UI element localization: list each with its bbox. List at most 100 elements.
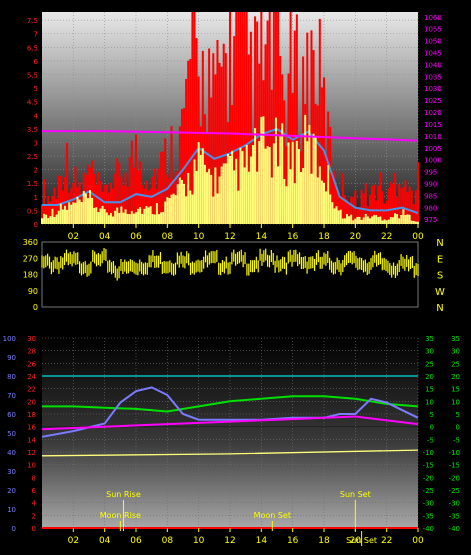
- humidity-tick-label: 20: [7, 487, 16, 495]
- direction-tick-label: 360: [23, 238, 38, 247]
- windspeed-tick-label: 0: [34, 221, 38, 229]
- rainfall-tick-label: 8: [32, 474, 36, 482]
- temperature-tick-label: 5: [430, 411, 434, 419]
- humidity-tick-label: 90: [7, 354, 16, 362]
- humidity-line: [41, 386, 419, 438]
- rainfall-tick-label: 24: [27, 373, 36, 381]
- rainfall-tick-label: 28: [27, 348, 36, 356]
- humidity-tick-label: 30: [7, 468, 16, 476]
- windspeed-tick-label: 7: [34, 31, 38, 39]
- wind-x-tick-label: 22: [381, 232, 392, 242]
- barometer-line: [42, 130, 419, 142]
- climate-plot-area: [42, 338, 418, 528]
- direction-tick-label: 90: [28, 287, 38, 296]
- barometer-tick-label: 1055: [424, 26, 442, 34]
- temperature-tick-label: 15: [425, 386, 434, 394]
- indoor-hum-line: [41, 449, 419, 457]
- barometer-tick-label: 1030: [424, 85, 442, 93]
- temperature-tick-label: -35: [423, 512, 434, 520]
- dew-point-tick-label: -10: [449, 449, 460, 457]
- rainfall-tick-label: 6: [32, 487, 37, 495]
- barometer-tick-label: 1000: [424, 157, 442, 165]
- windspeed-tick-label: 7.5: [27, 17, 38, 25]
- compass-label: N: [436, 238, 443, 249]
- humidity-tick-label: 50: [7, 430, 16, 438]
- rainfall-tick-label: 14: [27, 436, 36, 444]
- humidity-tick-label: 80: [7, 373, 16, 381]
- wind-x-tick-label: 18: [318, 232, 330, 242]
- temperature-tick-label: -30: [423, 500, 434, 508]
- temperature-tick-label: 0: [430, 424, 434, 432]
- barometer-tick-label: 1015: [424, 121, 442, 129]
- barometer-tick-label: 1045: [424, 49, 442, 57]
- windspeed-tick-label: 3.5: [27, 126, 38, 134]
- climate-x-tick-label: 12: [224, 536, 235, 546]
- temperature-tick-label: -10: [423, 449, 434, 457]
- dew-point-tick-label: 35: [451, 335, 460, 343]
- dew-point-tick-label: -40: [449, 525, 460, 533]
- wind-x-tick-label: 08: [162, 232, 174, 242]
- rainfall-tick-label: 16: [27, 424, 36, 432]
- direction-tick-label: 0: [33, 303, 38, 312]
- humidity-tick-label: 60: [7, 411, 16, 419]
- dew-point-tick-label: -20: [449, 474, 460, 482]
- windspeed-tick-label: 5: [34, 85, 38, 93]
- wind-x-tick-label: 16: [287, 232, 299, 242]
- barometer-tick-label: 990: [424, 181, 437, 189]
- windspeed-tick-label: 6.5: [27, 44, 38, 52]
- barometer-tick-label: 995: [424, 169, 437, 177]
- climate-x-tick-label: 18: [318, 536, 330, 546]
- event-label: Sun Set: [340, 490, 371, 499]
- barometer-tick-label: 1035: [424, 73, 442, 81]
- windspeed-tick-label: 3: [34, 139, 38, 147]
- climate-x-tick-label: 06: [130, 536, 142, 546]
- windspeed-tick-label: 2: [34, 167, 38, 175]
- average-wind-line: [42, 127, 419, 215]
- dew-point-tick-label: -35: [449, 512, 460, 520]
- dew-point-tick-label: 15: [451, 386, 460, 394]
- rainfall-tick-label: 20: [27, 398, 36, 406]
- barometer-tick-label: 1020: [424, 109, 442, 117]
- barometer-tick-label: 985: [424, 192, 437, 200]
- barometer-tick-label: 1010: [424, 133, 442, 141]
- wind-x-tick-label: 06: [130, 232, 142, 242]
- barometer-tick-label: 1040: [424, 61, 442, 69]
- wind-x-tick-label: 02: [68, 232, 79, 242]
- rainfall-tick-label: 18: [27, 411, 36, 419]
- windspeed-tick-label: 4.5: [27, 99, 38, 107]
- windspeed-tick-label: 1.5: [27, 180, 38, 188]
- event-label: Moon Set: [254, 511, 291, 520]
- dew-point-tick-label: 0: [456, 424, 460, 432]
- barometer-tick-label: 1050: [424, 38, 442, 46]
- windspeed-tick-label: 4: [34, 112, 39, 120]
- climate-x-tick-label: 00: [412, 536, 424, 546]
- rainfall-tick-label: 30: [27, 335, 36, 343]
- humidity-tick-label: 0: [12, 525, 16, 533]
- wind-x-tick-label: 20: [350, 232, 362, 242]
- temperature-tick-label: 20: [425, 373, 434, 381]
- windspeed-tick-label: 1: [34, 194, 38, 202]
- climate-x-tick-label: 08: [162, 536, 174, 546]
- temperature-line: [42, 395, 419, 413]
- windspeed-tick-label: 2.5: [27, 153, 38, 161]
- temperature-tick-label: -15: [423, 462, 434, 470]
- compass-label: N: [436, 303, 443, 314]
- direction-plot-area: [41, 241, 419, 308]
- rainfall-tick-label: 26: [27, 360, 36, 368]
- barometer-tick-label: 1060: [424, 14, 442, 22]
- compass-label: E: [437, 254, 443, 265]
- barometer-tick-label: 1005: [424, 145, 442, 153]
- dew-point-tick-label: 30: [451, 348, 460, 356]
- temperature-tick-label: -25: [423, 487, 434, 495]
- dew-point-tick-label: -15: [449, 462, 460, 470]
- temperature-tick-label: -20: [423, 474, 434, 482]
- dew-point-tick-label: -25: [449, 487, 460, 495]
- temperature-tick-label: 35: [425, 335, 434, 343]
- windspeed-tick-label: 5.5: [27, 72, 38, 80]
- event-label: Sun Rise: [106, 490, 141, 499]
- dew-point-tick-label: 5: [456, 411, 460, 419]
- barometer-tick-label: 975: [424, 216, 437, 224]
- rainfall-tick-label: 10: [27, 462, 36, 470]
- wind-x-tick-label: 04: [99, 232, 111, 242]
